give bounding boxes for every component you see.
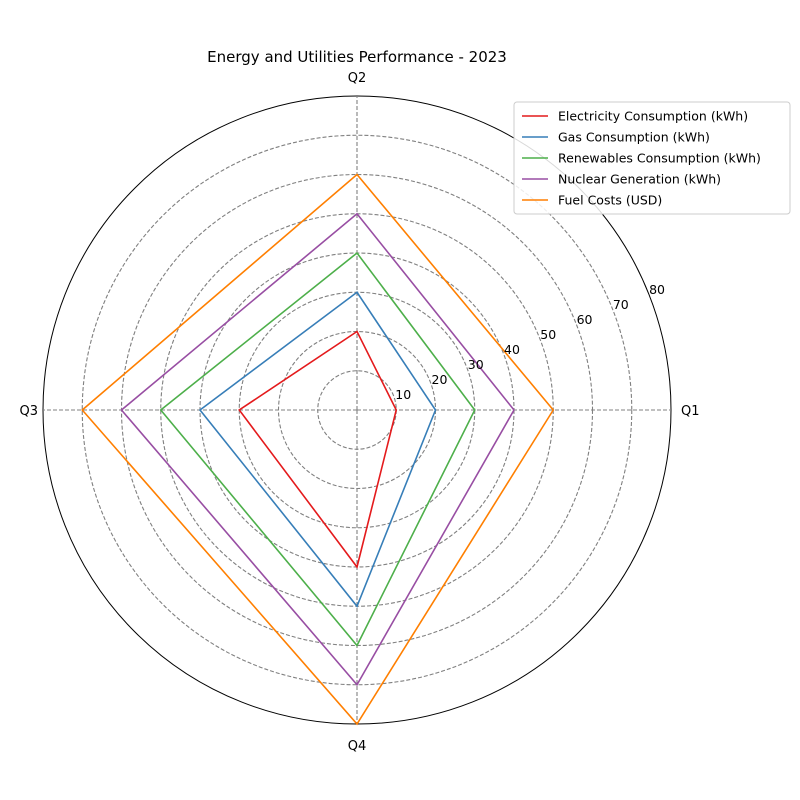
legend-entry: Electricity Consumption (kWh) — [558, 109, 748, 124]
legend-entry: Renewables Consumption (kWh) — [558, 151, 761, 166]
series-line-1 — [238, 330, 398, 569]
category-label: Q4 — [348, 739, 367, 754]
radar-series — [81, 173, 555, 726]
legend-entry: Fuel Costs (USD) — [558, 193, 662, 208]
series-line-5 — [81, 173, 555, 726]
chart-title: Energy and Utilities Performance - 2023 — [207, 48, 507, 66]
series-line-3 — [159, 251, 476, 647]
legend-frame — [513, 101, 791, 215]
legend-entry: Nuclear Generation (kWh) — [558, 172, 721, 187]
category-label: Q3 — [19, 404, 38, 419]
category-label: Q1 — [681, 404, 700, 419]
radial-tick-label: 10 — [395, 387, 411, 402]
series-line-4 — [120, 212, 515, 687]
legend-entry: Gas Consumption (kWh) — [558, 130, 710, 145]
grid-ring — [81, 134, 633, 686]
radial-tick-label: 30 — [468, 357, 484, 372]
radial-tick-label: 70 — [613, 297, 629, 312]
series-line-2 — [198, 291, 437, 608]
radial-tick-label: 60 — [577, 312, 593, 327]
legend: Electricity Consumption (kWh) Gas Consump… — [513, 101, 791, 215]
radial-tick-label: 20 — [432, 372, 448, 387]
radial-tick-labels: 10 20 30 40 50 60 70 80 — [395, 282, 665, 402]
radial-tick-label: 40 — [504, 342, 520, 357]
axis-labels: Q1 Q2 Q3 Q4 — [19, 71, 699, 754]
category-label: Q2 — [348, 71, 367, 86]
radial-tick-label: 50 — [540, 327, 556, 342]
radial-tick-label: 80 — [649, 282, 665, 297]
